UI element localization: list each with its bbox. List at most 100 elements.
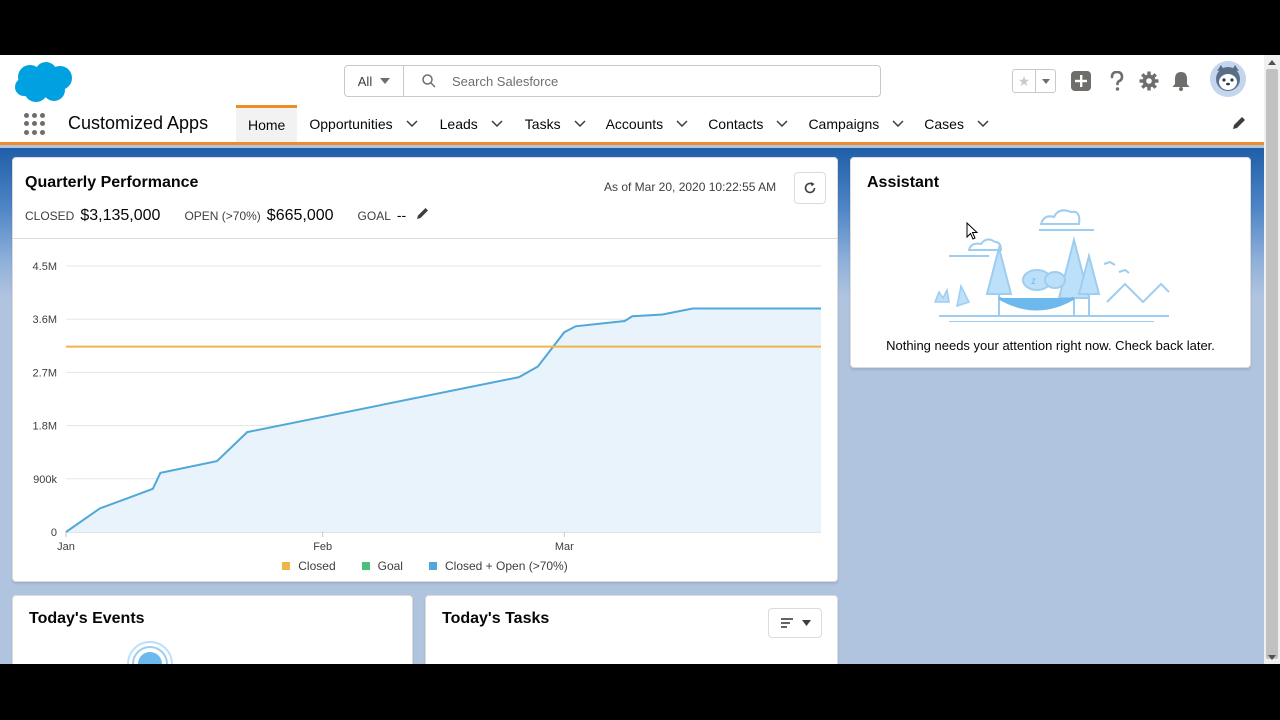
performance-chart: 0 900k 1.8M 2.7M 3.6M 4.5M Jan Feb Mar	[33, 261, 821, 550]
page-scrollbar[interactable]	[1264, 55, 1280, 664]
scroll-up-arrow-icon[interactable]	[1268, 60, 1276, 65]
goal-label: GOAL	[357, 209, 391, 223]
as-of-timestamp: As of Mar 20, 2020 10:22:55 AM	[604, 180, 777, 194]
y-tick-label: 3.6M	[33, 314, 57, 326]
y-tick-label: 1.8M	[33, 421, 57, 433]
notifications-bell-icon[interactable]	[1170, 70, 1192, 92]
global-header: All ★	[0, 55, 1264, 105]
global-search: All	[344, 65, 881, 97]
caret-down-icon	[380, 78, 391, 84]
closed-open-series-line	[65, 307, 821, 533]
nav-tabs: Home Opportunities Leads Tasks Accounts …	[236, 105, 989, 142]
edit-goal-pencil-icon[interactable]	[416, 206, 430, 223]
caret-down-icon	[801, 620, 811, 626]
search-field[interactable]	[404, 66, 880, 96]
closed-value: $3,135,000	[80, 207, 161, 224]
search-input[interactable]	[452, 73, 872, 89]
search-scope-dropdown[interactable]: All	[345, 66, 404, 96]
search-scope-label: All	[357, 73, 373, 89]
events-empty-illustration	[127, 641, 173, 664]
nav-tab-tasks[interactable]: Tasks	[503, 105, 586, 142]
svg-text:z: z	[1031, 276, 1036, 287]
edit-nav-pencil-icon[interactable]	[1231, 115, 1247, 136]
card-title: Today's Events	[29, 610, 145, 627]
nav-tab-label: Tasks	[524, 115, 561, 132]
chevron-down-icon[interactable]	[977, 120, 989, 127]
salesforce-app: All ★	[0, 55, 1280, 664]
nav-tab-campaigns[interactable]: Campaigns	[788, 105, 904, 142]
chevron-down-icon[interactable]	[406, 120, 418, 127]
app-name: Customized Apps	[68, 113, 209, 133]
tasks-filter-button[interactable]	[768, 608, 822, 638]
performance-metrics: CLOSED $3,135,000 OPEN (>70%) $665,000 G…	[25, 206, 430, 225]
closed-label: CLOSED	[25, 209, 75, 223]
chevron-down-icon[interactable]	[892, 120, 904, 127]
nav-tab-opportunities[interactable]: Opportunities	[297, 105, 418, 142]
refresh-button[interactable]	[794, 172, 826, 204]
legend-label: Goal	[377, 559, 403, 573]
sort-list-icon	[780, 618, 793, 628]
x-tick-label: Feb	[313, 541, 332, 550]
assistant-empty-message: Nothing needs your attention right now. …	[886, 338, 1215, 353]
legend-swatch	[282, 562, 291, 570]
chevron-down-icon[interactable]	[574, 120, 586, 127]
nav-tab-contacts[interactable]: Contacts	[688, 105, 788, 142]
closed-open-area	[66, 308, 821, 532]
nav-tab-cases[interactable]: Cases	[904, 105, 989, 142]
header-actions: ★	[1012, 65, 1192, 97]
user-avatar[interactable]	[1210, 61, 1246, 97]
refresh-icon	[804, 182, 816, 194]
chart-legend: Closed Goal Closed + Open (>70%)	[13, 559, 837, 573]
todays-events-card: Today's Events	[12, 595, 413, 664]
help-icon[interactable]	[1106, 70, 1128, 92]
open-label: OPEN (>70%)	[184, 209, 261, 223]
card-divider	[13, 238, 837, 239]
nav-tab-label: Opportunities	[309, 115, 393, 132]
card-title: Quarterly Performance	[25, 174, 199, 191]
open-value: $665,000	[266, 207, 334, 224]
app-navigation-bar: Customized Apps Home Opportunities Leads…	[0, 105, 1264, 145]
nav-tab-label: Campaigns	[808, 115, 880, 132]
goal-value: --	[396, 207, 407, 223]
nav-tab-label: Accounts	[605, 115, 664, 132]
app-launcher-waffle-icon[interactable]	[24, 113, 46, 135]
favorites-star-icon[interactable]: ★	[1017, 72, 1031, 89]
hammock-illustration: z	[933, 209, 1170, 322]
card-title: Today's Tasks	[442, 610, 550, 627]
y-tick-label: 4.5M	[33, 261, 57, 273]
y-tick-label: 900k	[33, 474, 57, 486]
card-title: Assistant	[867, 174, 940, 191]
y-tick-label: 0	[51, 527, 57, 539]
nav-tab-home[interactable]: Home	[236, 105, 298, 142]
nav-tab-label: Home	[248, 117, 286, 133]
mouse-cursor-icon	[966, 222, 978, 240]
global-actions-plus-icon[interactable]	[1070, 70, 1092, 92]
legend-swatch	[428, 562, 437, 570]
favorites-dropdown-button[interactable]	[1035, 70, 1055, 92]
todays-tasks-card: Today's Tasks	[425, 595, 838, 664]
nav-tab-label: Leads	[439, 115, 478, 132]
chevron-down-icon[interactable]	[676, 120, 688, 127]
legend-swatch	[361, 562, 370, 570]
favorites-group: ★	[1012, 69, 1056, 93]
x-tick-label: Jan	[57, 541, 75, 550]
chevron-down-icon[interactable]	[491, 120, 503, 127]
legend-label: Closed + Open (>70%)	[444, 559, 568, 573]
nav-tab-label: Contacts	[708, 115, 764, 132]
assistant-card: Assistant	[850, 157, 1251, 368]
caret-down-icon	[1041, 78, 1050, 84]
nav-tab-label: Cases	[924, 115, 964, 132]
legend-item-closed[interactable]: Closed	[282, 559, 336, 573]
scroll-down-arrow-icon[interactable]	[1268, 655, 1276, 660]
salesforce-logo[interactable]	[14, 61, 76, 103]
chevron-down-icon[interactable]	[776, 120, 788, 127]
x-tick-label: Mar	[555, 541, 574, 550]
legend-item-closed-plus-open[interactable]: Closed + Open (>70%)	[428, 559, 568, 573]
y-tick-label: 2.7M	[33, 367, 57, 379]
setup-gear-icon[interactable]	[1138, 70, 1160, 92]
search-icon	[422, 74, 436, 88]
nav-tab-leads[interactable]: Leads	[418, 105, 503, 142]
nav-tab-accounts[interactable]: Accounts	[586, 105, 689, 142]
scroll-thumb[interactable]	[1266, 69, 1278, 659]
legend-item-goal[interactable]: Goal	[361, 559, 403, 573]
